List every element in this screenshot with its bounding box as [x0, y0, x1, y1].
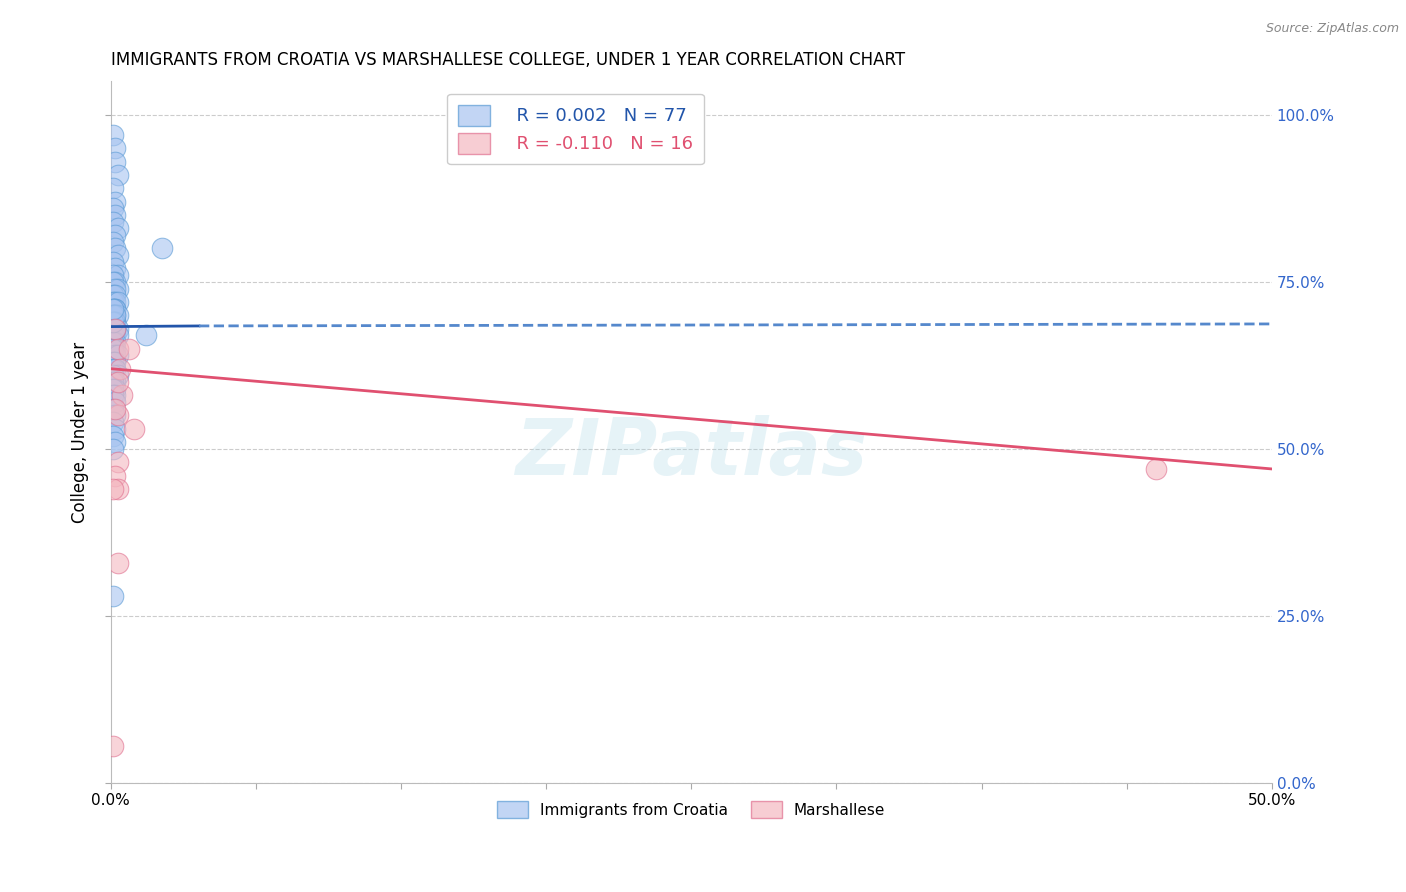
Point: [107, 375, 129, 389]
Point: [104, 435, 127, 450]
Point: [101, 288, 124, 302]
Point: [101, 368, 124, 383]
Point: [104, 409, 127, 423]
Point: [135, 328, 157, 343]
Point: [107, 342, 129, 356]
Point: [104, 388, 127, 402]
Point: [101, 739, 124, 754]
Point: [101, 382, 124, 396]
Point: [107, 281, 129, 295]
Point: [107, 308, 129, 322]
Point: [101, 202, 124, 216]
Point: [107, 556, 129, 570]
Point: [150, 241, 173, 255]
Point: [101, 181, 124, 195]
Point: [101, 415, 124, 429]
Point: [104, 355, 127, 369]
Point: [101, 442, 124, 456]
Point: [104, 401, 127, 416]
Point: [104, 321, 127, 335]
Point: [104, 141, 127, 155]
Point: [101, 294, 124, 309]
Point: [101, 315, 124, 329]
Point: [101, 235, 124, 249]
Point: [104, 422, 127, 436]
Point: [101, 482, 124, 496]
Point: [107, 168, 129, 182]
Point: [104, 301, 127, 316]
Point: [104, 328, 127, 343]
Point: [101, 301, 124, 316]
Point: [104, 308, 127, 322]
Point: [104, 382, 127, 396]
Point: [104, 261, 127, 276]
Point: [101, 328, 124, 343]
Point: [101, 589, 124, 603]
Point: [118, 342, 141, 356]
Point: [107, 455, 129, 469]
Point: [104, 321, 127, 335]
Point: [101, 215, 124, 229]
Point: [104, 294, 127, 309]
Point: [101, 254, 124, 268]
Point: [101, 428, 124, 442]
Point: [104, 275, 127, 289]
Point: [101, 401, 124, 416]
Text: ZIPatlas: ZIPatlas: [515, 416, 868, 491]
Point: [104, 194, 127, 209]
Point: [104, 228, 127, 243]
Point: [104, 468, 127, 483]
Point: [104, 208, 127, 222]
Point: [104, 241, 127, 255]
Point: [104, 334, 127, 349]
Point: [101, 361, 124, 376]
Point: [101, 275, 124, 289]
Point: [101, 128, 124, 142]
Legend: Immigrants from Croatia, Marshallese: Immigrants from Croatia, Marshallese: [491, 795, 891, 824]
Point: [104, 348, 127, 362]
Point: [107, 294, 129, 309]
Y-axis label: College, Under 1 year: College, Under 1 year: [72, 342, 89, 523]
Point: [101, 268, 124, 282]
Point: [101, 321, 124, 335]
Point: [107, 409, 129, 423]
Point: [101, 375, 124, 389]
Point: [101, 308, 124, 322]
Point: [101, 308, 124, 322]
Point: [107, 268, 129, 282]
Point: [107, 221, 129, 235]
Point: [101, 355, 124, 369]
Point: [101, 301, 124, 316]
Point: [104, 315, 127, 329]
Point: [104, 281, 127, 295]
Point: [107, 368, 129, 383]
Point: [104, 315, 127, 329]
Point: [101, 388, 124, 402]
Point: [101, 334, 124, 349]
Point: [104, 395, 127, 409]
Point: [104, 308, 127, 322]
Point: [107, 348, 129, 362]
Point: [104, 342, 127, 356]
Point: [104, 288, 127, 302]
Text: IMMIGRANTS FROM CROATIA VS MARSHALLESE COLLEGE, UNDER 1 YEAR CORRELATION CHART: IMMIGRANTS FROM CROATIA VS MARSHALLESE C…: [111, 51, 905, 69]
Point: [104, 361, 127, 376]
Point: [122, 422, 145, 436]
Point: [101, 315, 124, 329]
Point: [104, 301, 127, 316]
Point: [107, 482, 129, 496]
Point: [107, 328, 129, 343]
Point: [101, 321, 124, 335]
Point: [108, 361, 131, 376]
Point: [104, 375, 127, 389]
Text: Source: ZipAtlas.com: Source: ZipAtlas.com: [1265, 22, 1399, 36]
Point: [104, 321, 127, 335]
Point: [107, 248, 129, 262]
Point: [101, 342, 124, 356]
Point: [104, 154, 127, 169]
Point: [111, 388, 134, 402]
Point: [1144, 462, 1167, 476]
Point: [107, 321, 129, 335]
